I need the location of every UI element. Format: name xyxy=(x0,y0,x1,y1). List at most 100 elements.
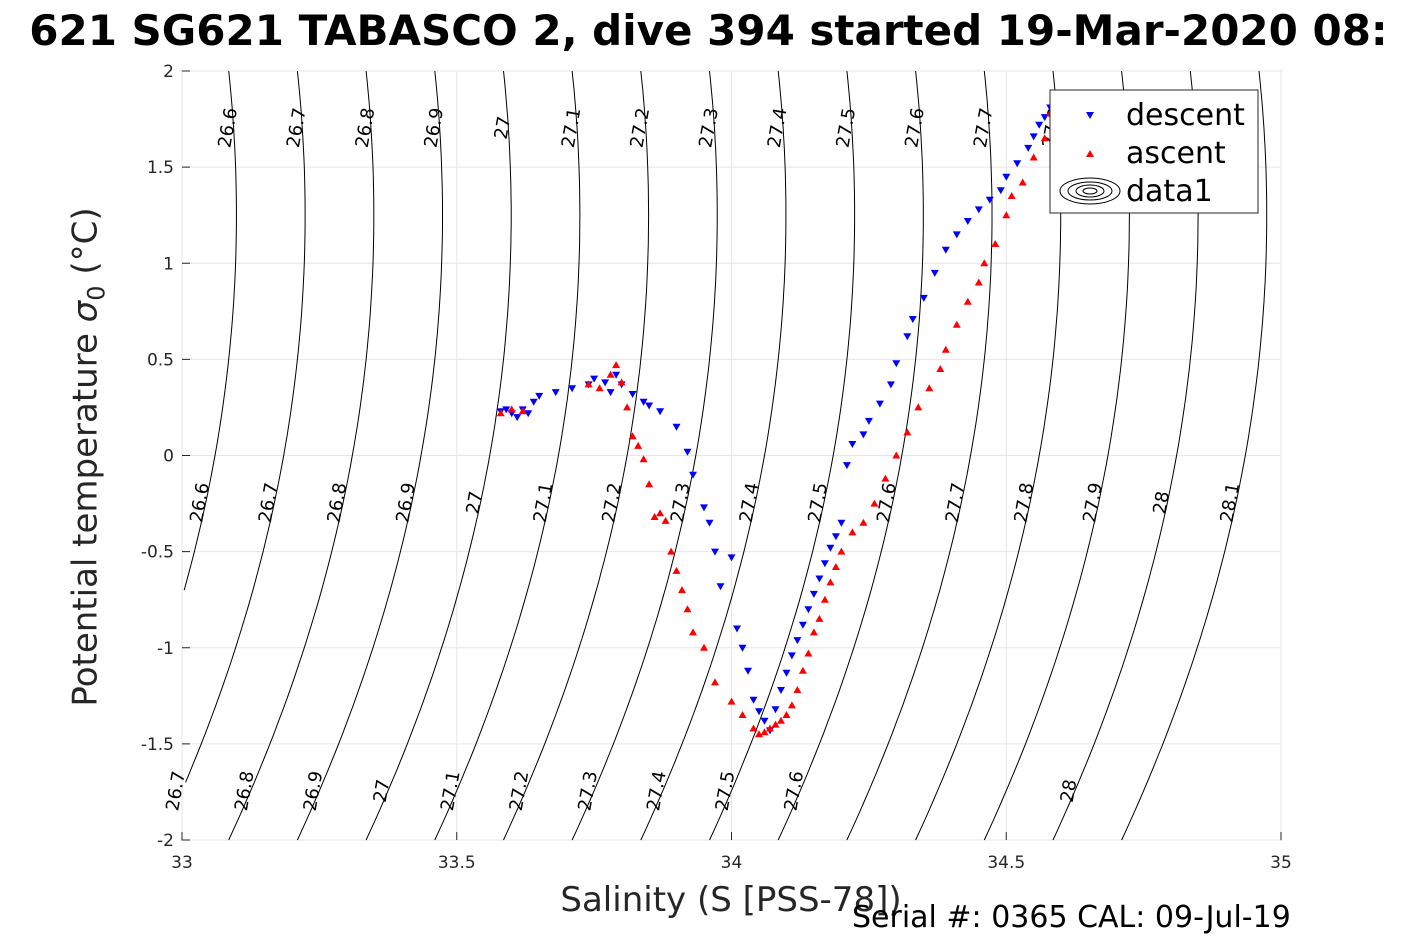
ascent-point xyxy=(584,380,593,388)
ascent-point xyxy=(1018,178,1027,186)
ascent-point xyxy=(623,403,632,411)
descent-point xyxy=(700,504,708,512)
ascent-point xyxy=(606,370,615,378)
y-axis-label-symbol: σ xyxy=(65,300,106,323)
ascent-point xyxy=(650,513,659,520)
descent-point xyxy=(996,187,1005,195)
legend-ascent-label: ascent xyxy=(1126,136,1226,171)
descent-point xyxy=(551,389,560,397)
descent-point xyxy=(716,583,725,591)
isopycnal-line xyxy=(183,70,237,591)
ascent-point xyxy=(892,451,901,459)
ascent-point xyxy=(903,428,912,436)
descent-point xyxy=(886,381,895,389)
ascent-point xyxy=(612,361,621,369)
ascent-point xyxy=(683,605,692,613)
descent-point xyxy=(689,471,697,479)
descent-point xyxy=(672,423,681,431)
isopycnal-line xyxy=(571,70,718,841)
legend-box xyxy=(1049,89,1259,214)
y-axis-label-subscript: 0 xyxy=(82,285,111,301)
isopycnal-label: 28 xyxy=(1057,778,1082,804)
isopycnal-line xyxy=(228,70,375,841)
descent-point xyxy=(513,414,522,422)
ascent-point xyxy=(936,365,945,372)
y-tick-label: -1 xyxy=(157,639,174,659)
axis-ticks: 33 33.5 34 34.5 35 -2 -1.5 -1 -0.5 0 0.5 1 1.5 2 xyxy=(141,62,1292,873)
descent-point xyxy=(837,519,846,527)
ascent-point xyxy=(689,628,697,636)
ascent-point xyxy=(518,407,527,415)
x-tick-label: 35 xyxy=(1270,853,1292,873)
x-tick-label: 33.5 xyxy=(438,853,476,873)
descent-point xyxy=(601,379,610,387)
descent-point xyxy=(760,717,769,725)
ascent-point xyxy=(859,518,868,526)
descent-point xyxy=(941,246,950,254)
isopycnal-line xyxy=(1121,70,1268,841)
ascent-point xyxy=(881,474,890,482)
descent-point xyxy=(809,590,818,598)
descent-point xyxy=(777,687,785,694)
y-tick-label: 2 xyxy=(163,62,174,82)
descent-point xyxy=(864,417,873,425)
descent-point xyxy=(590,375,599,383)
y-tick-label: 1 xyxy=(163,254,174,274)
y-tick-label: 1.5 xyxy=(147,158,174,178)
ascent-point xyxy=(634,441,643,449)
descent-point xyxy=(738,644,747,652)
isopycnal-line xyxy=(434,70,581,841)
descent-point xyxy=(963,218,972,225)
descent-point xyxy=(842,462,851,470)
ascent-point xyxy=(738,711,747,718)
ascent-point xyxy=(941,345,950,353)
descent-point xyxy=(875,400,884,408)
descent-point xyxy=(755,708,763,716)
ascent-point xyxy=(777,716,785,724)
ascent-point xyxy=(771,720,780,728)
ascent-point xyxy=(727,697,736,705)
ascent-point xyxy=(980,259,989,267)
y-tick-label: 0.5 xyxy=(147,350,174,370)
ascent-point xyxy=(672,566,681,574)
descent-point xyxy=(733,625,741,633)
descent-point xyxy=(524,410,533,418)
descent-point xyxy=(787,652,796,660)
isopycnal-label: 27 xyxy=(463,490,488,516)
descent-point xyxy=(930,269,939,277)
descent-point xyxy=(612,371,621,379)
descent-point xyxy=(974,206,983,214)
descent-point xyxy=(782,669,791,677)
descent-point xyxy=(798,621,807,629)
descent-point xyxy=(903,333,912,341)
isopycnal-line xyxy=(185,70,306,783)
ascent-point xyxy=(831,563,840,570)
descent-point xyxy=(749,696,758,704)
legend-descent-marker xyxy=(1086,112,1094,119)
x-axis-label: Salinity (S [PSS-78]) xyxy=(560,880,902,920)
ascent-point xyxy=(820,595,829,603)
legend-data1-marker xyxy=(1059,177,1121,205)
ascent-point xyxy=(963,297,972,305)
ascent-point xyxy=(798,666,807,674)
legend-ascent-marker xyxy=(1086,150,1094,157)
legend: descent ascent data1 xyxy=(1049,89,1259,214)
descent-point xyxy=(1024,144,1033,152)
ascent-point xyxy=(617,378,626,386)
descent-point xyxy=(952,231,961,239)
y-axis-label-unit: (°C) xyxy=(65,207,106,286)
ascent-point xyxy=(815,614,824,622)
ascent-point xyxy=(925,384,934,392)
ascent-point xyxy=(645,480,654,488)
descent-point xyxy=(711,548,719,556)
ascent-point xyxy=(678,586,686,594)
descent-point xyxy=(606,389,615,397)
descent-point xyxy=(804,606,813,614)
ascent-point xyxy=(760,728,769,736)
descent-point xyxy=(1002,173,1011,181)
descent-point xyxy=(908,316,917,323)
ascent-point xyxy=(952,320,961,328)
isopycnal-line xyxy=(709,70,856,841)
ascent-point xyxy=(991,240,1000,247)
ascent-point xyxy=(1040,134,1049,142)
